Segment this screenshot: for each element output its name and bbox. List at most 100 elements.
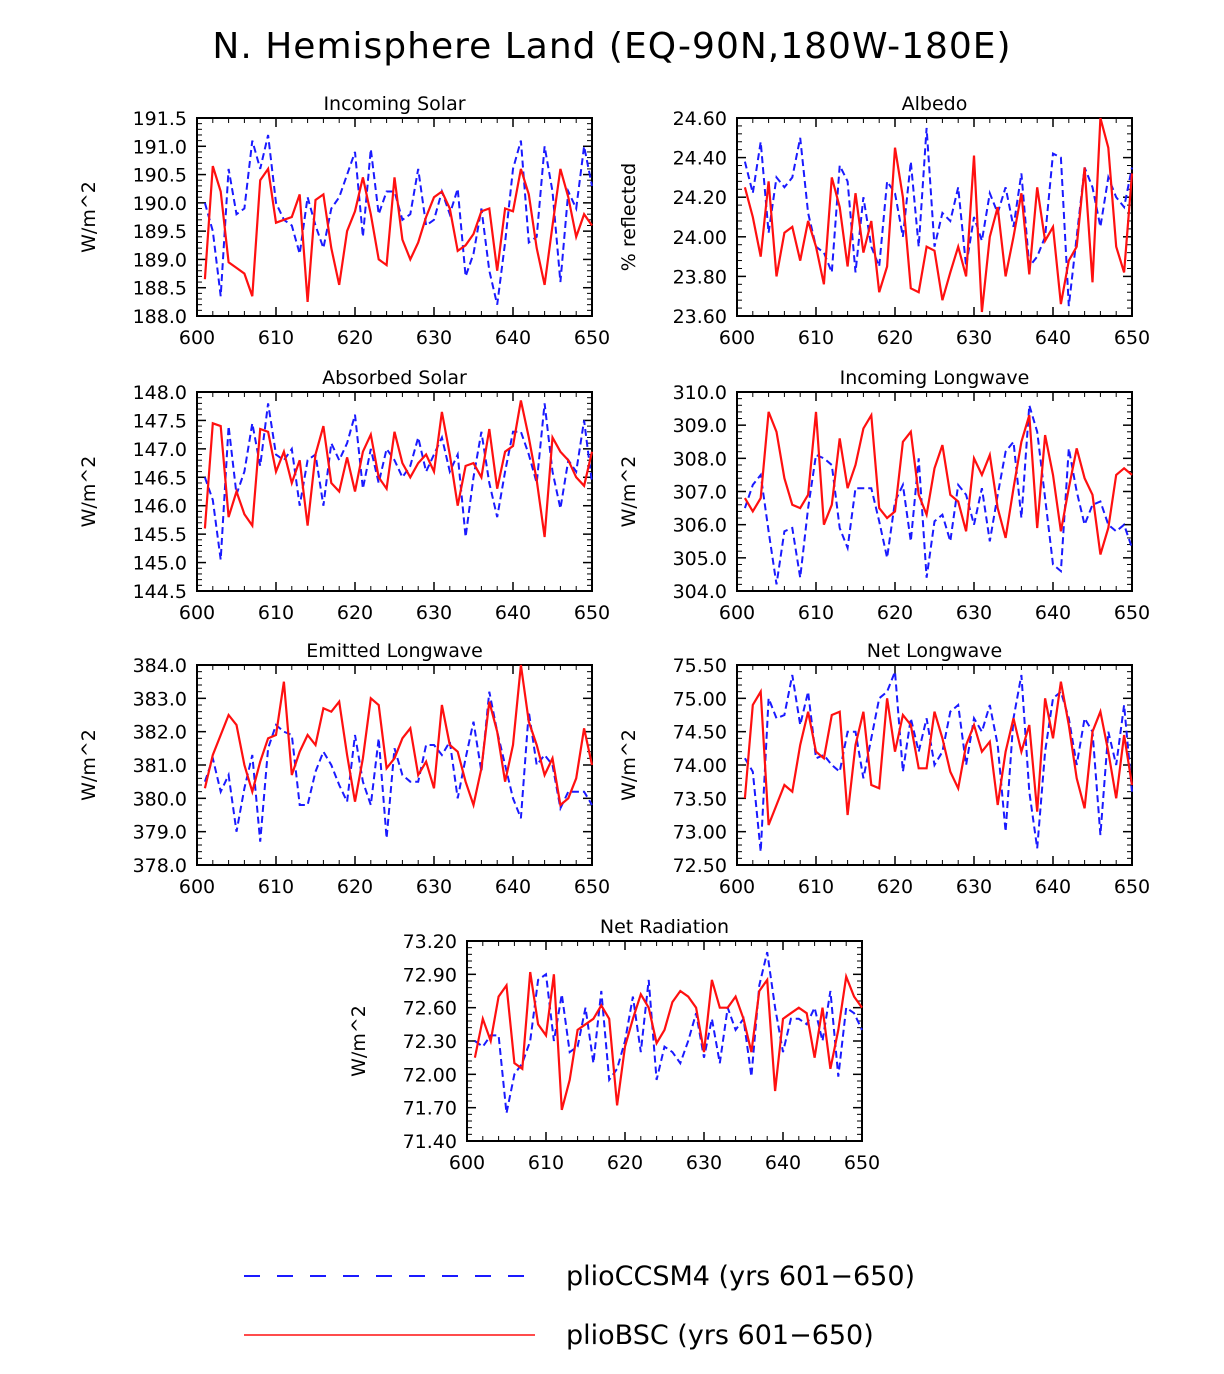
incoming-longwave-x-tick-label: 610 [798, 602, 834, 624]
net-longwave-x-tick-label: 640 [1035, 876, 1071, 898]
incoming-longwave-series-plioccsm4 [743, 405, 1133, 585]
albedo-y-tick-label: 24.40 [673, 148, 727, 170]
net-radiation-y-tick-label: 73.20 [403, 931, 457, 953]
emitted-longwave-x-tick-label: 610 [258, 876, 294, 898]
emitted-longwave-y-tick-label: 383.0 [133, 688, 187, 710]
chart-net-radiation: Net Radiation W/m^2 600 610 620 630 640 650 71.4… [348, 916, 880, 1174]
net-longwave-title: Net Longwave [867, 640, 1003, 662]
net-radiation-y-tick-label: 72.00 [403, 1064, 457, 1086]
incoming-longwave-x-tick-label: 630 [956, 602, 992, 624]
incoming-solar-y-tick-label: 190.5 [133, 165, 187, 187]
albedo-y-tick-label: 24.60 [673, 108, 727, 130]
albedo-x-tick-label: 640 [1035, 327, 1071, 349]
incoming-solar-x-tick-label: 640 [495, 327, 531, 349]
chart-emitted-longwave: Emitted Longwave W/m^2 600 610 620 630 640 650 3… [78, 640, 610, 898]
net-longwave-x-tick-label: 620 [877, 876, 913, 898]
net-radiation-x-tick-label: 610 [528, 1152, 564, 1174]
net-longwave-y-tick-label: 73.00 [673, 822, 727, 844]
incoming-longwave-x-tick-label: 600 [719, 602, 755, 624]
absorbed-solar-x-tick-label: 640 [495, 602, 531, 624]
net-longwave-y-tick-label: 74.50 [673, 722, 727, 744]
incoming-longwave-series-pliobsc [743, 411, 1133, 555]
incoming-solar-x-tick-label: 630 [416, 327, 452, 349]
net-radiation-x-tick-label: 630 [686, 1152, 722, 1174]
net-longwave-series-plioccsm4 [744, 671, 1133, 852]
incoming-longwave-y-tick-label: 307.0 [673, 482, 727, 504]
absorbed-solar-y-tick-label: 148.0 [133, 382, 187, 404]
emitted-longwave-x-tick-label: 620 [337, 876, 373, 898]
incoming-longwave-y-tick-label: 305.0 [673, 548, 727, 570]
chart-absorbed-solar: Absorbed Solar W/m^2 600 610 620 630 640 650 144… [78, 367, 610, 624]
incoming-longwave-x-tick-label: 640 [1035, 602, 1071, 624]
absorbed-solar-x-tick-label: 610 [258, 602, 294, 624]
net-radiation-title: Net Radiation [600, 916, 729, 938]
absorbed-solar-y-tick-label: 147.0 [133, 439, 187, 461]
net-longwave-x-tick-label: 650 [1114, 876, 1150, 898]
incoming-longwave-x-tick-label: 620 [877, 602, 913, 624]
absorbed-solar-y-tick-label: 147.5 [133, 410, 187, 432]
absorbed-solar-x-tick-label: 620 [337, 602, 373, 624]
net-longwave-y-tick-label: 74.00 [673, 755, 727, 777]
emitted-longwave-plot-frame [196, 664, 593, 866]
net-radiation-y-tick-label: 71.40 [403, 1131, 457, 1153]
net-radiation-y-tick-label: 72.90 [403, 964, 457, 986]
albedo-y-axis-label: % reflected [618, 163, 640, 271]
absorbed-solar-x-tick-label: 630 [416, 602, 452, 624]
absorbed-solar-x-tick-label: 650 [574, 602, 610, 624]
emitted-longwave-title: Emitted Longwave [306, 640, 483, 662]
panels: Incoming Solar W/m^2 600 610 620 630 640 650 188… [78, 93, 1150, 1174]
incoming-solar-y-tick-label: 188.0 [133, 306, 187, 328]
albedo-x-tick-label: 650 [1114, 327, 1150, 349]
net-longwave-y-tick-label: 75.00 [673, 688, 727, 710]
emitted-longwave-y-tick-label: 381.0 [133, 755, 187, 777]
net-radiation-y-tick-label: 71.70 [403, 1098, 457, 1120]
emitted-longwave-series-pliobsc [203, 664, 594, 810]
absorbed-solar-series-pliobsc [203, 400, 594, 538]
incoming-solar-y-tick-label: 190.0 [133, 193, 187, 215]
incoming-solar-plot-frame [196, 117, 593, 317]
incoming-solar-y-tick-label: 191.0 [133, 136, 187, 158]
net-radiation-y-axis-label: W/m^2 [348, 1005, 370, 1077]
emitted-longwave-y-tick-label: 379.0 [133, 822, 187, 844]
incoming-solar-y-tick-label: 189.0 [133, 249, 187, 271]
incoming-longwave-y-tick-label: 309.0 [673, 415, 727, 437]
incoming-longwave-title: Incoming Longwave [840, 367, 1030, 389]
emitted-longwave-y-tick-label: 378.0 [133, 855, 187, 877]
absorbed-solar-y-tick-label: 145.5 [133, 524, 187, 546]
net-radiation-x-tick-label: 650 [844, 1152, 880, 1174]
incoming-solar-x-tick-label: 650 [574, 327, 610, 349]
albedo-plot-frame [736, 117, 1133, 317]
net-radiation-y-tick-label: 72.30 [403, 1031, 457, 1053]
net-radiation-series-plioccsm4 [474, 951, 863, 1114]
chart-incoming-longwave: Incoming Longwave W/m^2 600 610 620 630 640 650… [618, 367, 1150, 624]
albedo-y-tick-label: 23.80 [673, 266, 727, 288]
net-radiation-series-pliobsc [473, 971, 863, 1111]
emitted-longwave-y-tick-label: 382.0 [133, 722, 187, 744]
albedo-title: Albedo [902, 93, 968, 115]
albedo-series-plioccsm4 [743, 127, 1133, 307]
absorbed-solar-y-tick-label: 146.0 [133, 496, 187, 518]
net-longwave-series-pliobsc [743, 681, 1134, 826]
absorbed-solar-y-tick-label: 145.0 [133, 553, 187, 575]
absorbed-solar-y-tick-label: 146.5 [133, 467, 187, 489]
absorbed-solar-series-plioccsm4 [203, 403, 593, 560]
chart-net-longwave: Net Longwave W/m^2 600 610 620 630 640 650 72.50… [618, 640, 1150, 898]
incoming-solar-title: Incoming Solar [323, 93, 465, 115]
albedo-x-tick-label: 630 [956, 327, 992, 349]
net-longwave-y-tick-label: 73.50 [673, 788, 727, 810]
legend-label-bsc: plioBSC (yrs 601−650) [566, 1320, 874, 1351]
incoming-longwave-x-tick-label: 650 [1114, 602, 1150, 624]
net-longwave-x-tick-label: 600 [719, 876, 755, 898]
chart-incoming-solar: Incoming Solar W/m^2 600 610 620 630 640 650 188… [78, 93, 610, 349]
emitted-longwave-y-axis-label: W/m^2 [78, 729, 100, 801]
incoming-solar-y-tick-label: 189.5 [133, 221, 187, 243]
net-longwave-x-tick-label: 630 [956, 876, 992, 898]
albedo-y-tick-label: 24.00 [673, 227, 727, 249]
albedo-series-pliobsc [743, 117, 1134, 313]
incoming-solar-x-tick-label: 600 [179, 327, 215, 349]
albedo-x-tick-label: 610 [798, 327, 834, 349]
net-radiation-plot-frame [466, 940, 863, 1142]
net-longwave-y-tick-label: 75.50 [673, 655, 727, 677]
net-longwave-y-tick-label: 72.50 [673, 855, 727, 877]
emitted-longwave-y-tick-label: 384.0 [133, 655, 187, 677]
